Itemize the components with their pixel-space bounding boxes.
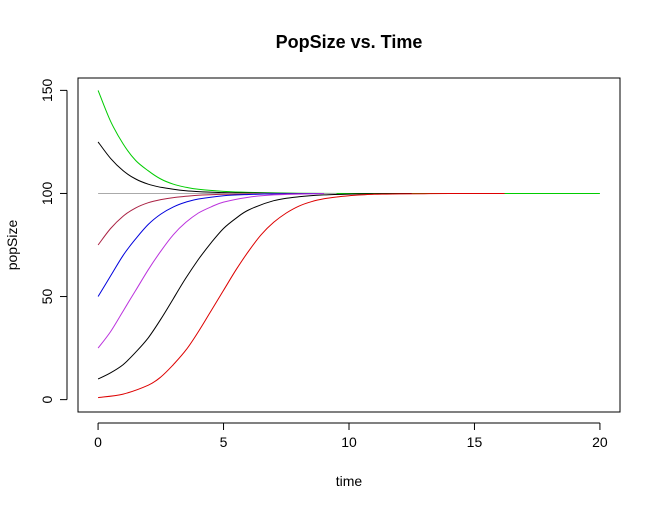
y-axis: 0 50 100 150 <box>39 78 68 404</box>
y-tick-label: 50 <box>39 289 55 305</box>
x-axis: 0 5 10 15 20 <box>94 422 608 450</box>
y-tick-label: 0 <box>39 396 55 404</box>
y-tick-label: 150 <box>39 78 55 102</box>
x-tick-label: 0 <box>94 434 102 450</box>
x-tick-label: 15 <box>467 434 483 450</box>
series-line-7 <box>97 193 412 380</box>
y-axis-label: popSize <box>4 219 20 270</box>
series-line-8 <box>98 192 505 399</box>
series-line-5 <box>97 193 324 297</box>
x-tick-label: 5 <box>220 434 228 450</box>
chart-title: PopSize vs. Time <box>276 32 423 52</box>
plot-frame <box>77 77 621 413</box>
x-tick-label: 10 <box>341 434 357 450</box>
series-line-1 <box>97 90 600 195</box>
x-axis-label: time <box>336 473 363 489</box>
series-line-2 <box>97 141 337 195</box>
series-line-6 <box>97 193 324 349</box>
y-tick-label: 100 <box>39 182 55 206</box>
x-tick-label: 20 <box>592 434 608 450</box>
series-line-4 <box>97 192 324 246</box>
series-layer <box>97 90 600 399</box>
